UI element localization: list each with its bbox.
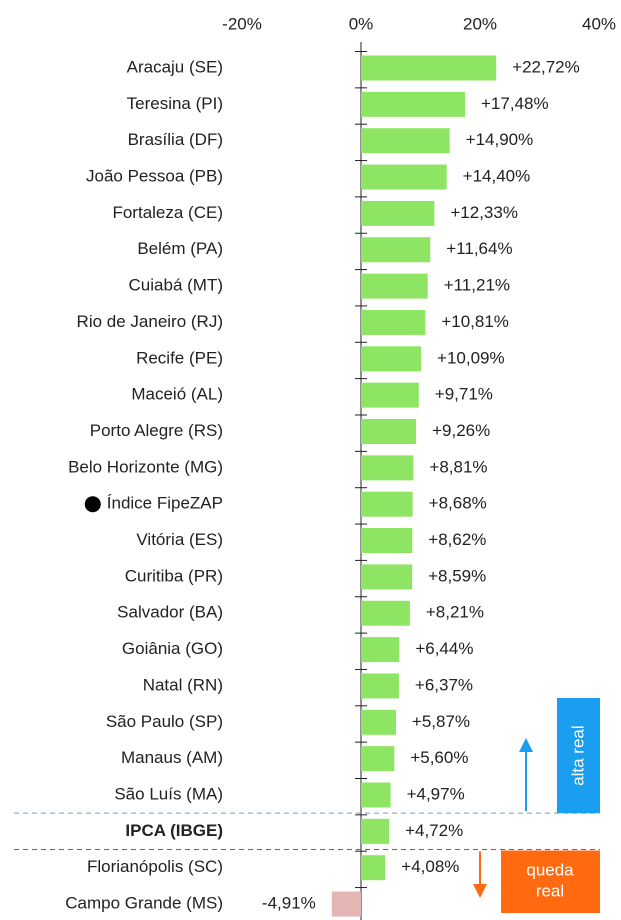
x-tick-label: 40% (582, 14, 616, 33)
value-label: +4,08% (401, 857, 459, 876)
queda-real-label: queda (526, 861, 574, 880)
value-label: +6,37% (415, 675, 473, 694)
value-label: +14,90% (466, 130, 534, 149)
value-label: +14,40% (463, 167, 531, 186)
bar (361, 309, 426, 335)
category-label: Brasília (DF) (128, 130, 223, 149)
value-label: +9,26% (432, 421, 490, 440)
category-label: Maceió (AL) (131, 385, 223, 404)
bar (361, 564, 413, 590)
category-label: Recife (PE) (136, 348, 223, 367)
category-label: Campo Grande (MS) (65, 894, 223, 913)
queda-real-box (501, 850, 600, 913)
x-tick-label: 20% (463, 14, 497, 33)
x-tick-label: -20% (222, 14, 262, 33)
category-label: Fortaleza (CE) (112, 203, 223, 222)
bar (361, 346, 422, 372)
category-label: João Pessoa (PB) (86, 167, 223, 186)
bar (361, 782, 391, 808)
value-label: +6,44% (415, 639, 473, 658)
category-label: São Paulo (SP) (106, 712, 223, 731)
bar (361, 600, 410, 626)
category-label: Cuiabá (MT) (129, 276, 223, 295)
up-arrow-head (519, 738, 533, 752)
value-label: +11,21% (444, 276, 510, 295)
bar (361, 455, 414, 481)
category-label: Belo Horizonte (MG) (68, 457, 223, 476)
down-arrow-head (473, 884, 487, 898)
category-label: Vitória (ES) (136, 530, 223, 549)
category-label: Salvador (BA) (117, 603, 223, 622)
alta-real-label: alta real (568, 725, 587, 785)
value-label: +10,09% (437, 348, 505, 367)
category-label: Aracaju (SE) (127, 57, 223, 76)
category-label: Curitiba (PR) (125, 566, 223, 585)
bar (361, 709, 396, 735)
category-label: São Luís (MA) (114, 784, 223, 803)
bar (361, 273, 428, 299)
category-label: Rio de Janeiro (RJ) (77, 312, 223, 331)
bar (361, 491, 413, 517)
index-dot (84, 496, 101, 513)
bar (361, 746, 395, 772)
value-label: +17,48% (481, 94, 549, 113)
value-label: +10,81% (441, 312, 509, 331)
bar (361, 673, 399, 699)
bar (361, 91, 466, 117)
category-label: Teresina (PI) (127, 94, 223, 113)
bar (361, 55, 497, 81)
bar (361, 528, 413, 554)
category-label: Manaus (AM) (121, 748, 223, 767)
category-label: Natal (RN) (143, 675, 223, 694)
bar (361, 128, 450, 154)
value-label: +8,81% (429, 457, 487, 476)
category-label: Porto Alegre (RS) (90, 421, 223, 440)
bar (361, 237, 431, 263)
bar (331, 891, 361, 917)
queda-real-label: real (536, 882, 564, 901)
value-label: +4,72% (405, 821, 463, 840)
value-label: +9,71% (435, 385, 493, 404)
bar (361, 637, 400, 663)
bar (361, 419, 417, 444)
category-label: Belém (PA) (137, 239, 223, 258)
bar (361, 164, 447, 190)
category-label: IPCA (IBGE) (125, 821, 223, 840)
value-label: +8,62% (428, 530, 486, 549)
value-label: +8,59% (428, 566, 486, 585)
bar (361, 818, 390, 844)
value-label: -4,91% (262, 894, 316, 913)
value-label: +8,21% (426, 603, 484, 622)
x-tick-label: 0% (349, 14, 374, 33)
category-label: Índice FipeZAP (107, 494, 223, 513)
category-label: Florianópolis (SC) (87, 857, 223, 876)
value-label: +11,64% (446, 239, 512, 258)
value-label: +5,87% (412, 712, 470, 731)
bar (361, 200, 435, 226)
value-label: +5,60% (410, 748, 468, 767)
bar (361, 382, 419, 408)
value-label: +22,72% (512, 57, 580, 76)
category-label: Goiânia (GO) (122, 639, 223, 658)
alta-real-box (557, 698, 600, 814)
value-label: +12,33% (450, 203, 518, 222)
bar (361, 855, 386, 881)
value-label: +8,68% (429, 494, 487, 513)
value-label: +4,97% (407, 784, 465, 803)
